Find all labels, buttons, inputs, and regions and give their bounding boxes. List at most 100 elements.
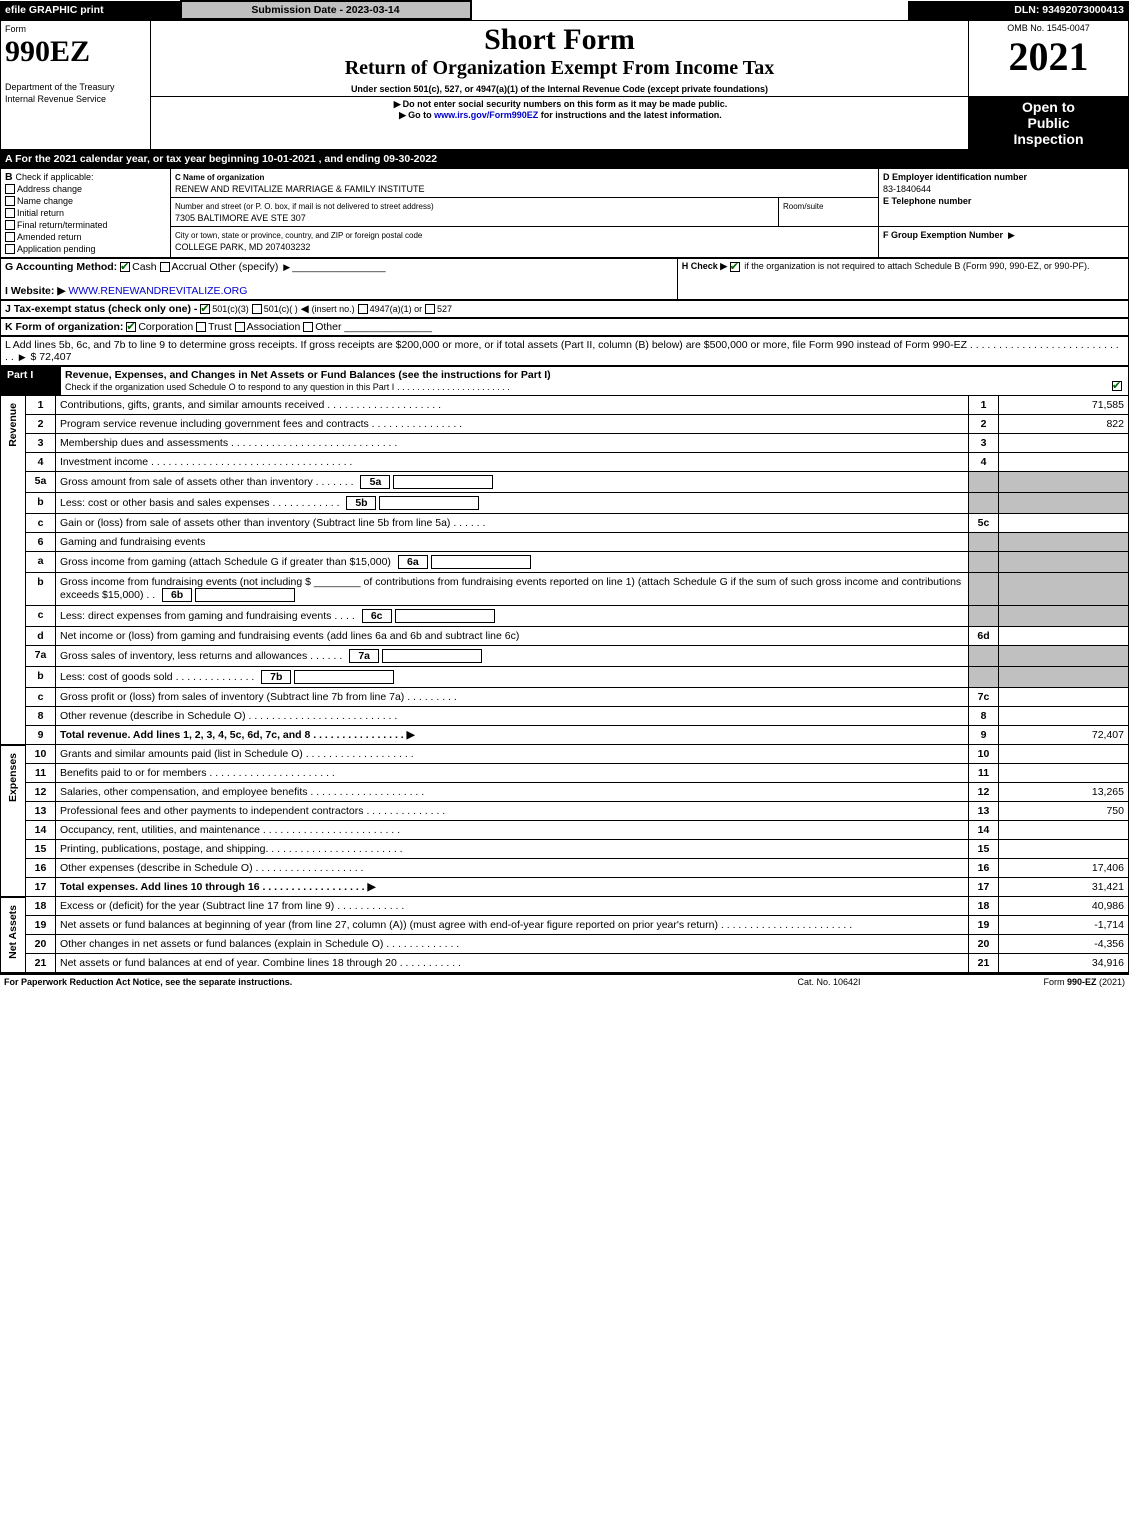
i-label: I Website: ▶ xyxy=(5,285,65,297)
cash-label: Cash xyxy=(132,261,157,273)
line-value xyxy=(999,514,1129,533)
line-text: Printing, publications, postage, and shi… xyxy=(56,840,969,859)
part1-check-line: Check if the organization used Schedule … xyxy=(65,382,394,392)
c-label: C Name of organization xyxy=(175,173,264,182)
room-label: Room/suite xyxy=(783,202,823,211)
checkbox-cash[interactable] xyxy=(120,262,130,272)
addr-label: Number and street (or P. O. box, if mail… xyxy=(175,202,434,211)
netassets-side-label: Net Assets xyxy=(5,901,21,963)
line-value xyxy=(999,472,1129,493)
line-num: 16 xyxy=(26,859,56,878)
dln: DLN: 93492073000413 xyxy=(909,1,1129,19)
footer: For Paperwork Reduction Act Notice, see … xyxy=(0,973,1129,989)
checkbox-assoc[interactable] xyxy=(235,322,245,332)
rn: 12 xyxy=(969,783,999,802)
checkbox-amended-return[interactable] xyxy=(5,232,15,242)
arrow-icon xyxy=(392,99,403,109)
main-grid: Revenue 1 Contributions, gifts, grants, … xyxy=(0,396,1129,973)
line-num: 1 xyxy=(26,396,56,415)
checkbox-4947[interactable] xyxy=(358,304,368,314)
checkbox-other[interactable] xyxy=(303,322,313,332)
line-text: Less: cost of goods sold . . . . . . . .… xyxy=(56,667,969,688)
checkbox-527[interactable] xyxy=(425,304,435,314)
checkbox-501c[interactable] xyxy=(252,304,262,314)
line-value xyxy=(999,627,1129,646)
arrow-icon xyxy=(281,261,292,273)
website-link[interactable]: WWW.RENEWANDREVITALIZE.ORG xyxy=(68,285,247,297)
checkbox-501c3[interactable] xyxy=(200,304,210,314)
city: COLLEGE PARK, MD 207403232 xyxy=(175,242,310,252)
rn: 3 xyxy=(969,434,999,453)
line-value: 17,406 xyxy=(999,859,1129,878)
line-text: Less: direct expenses from gaming and fu… xyxy=(56,606,969,627)
checkbox-accrual[interactable] xyxy=(160,262,170,272)
h-text: if the organization is not required to a… xyxy=(744,261,1089,271)
line-value: -4,356 xyxy=(999,935,1129,954)
line-text: Benefits paid to or for members . . . . … xyxy=(56,764,969,783)
line-num: 15 xyxy=(26,840,56,859)
footer-left: For Paperwork Reduction Act Notice, see … xyxy=(0,974,729,989)
line-text: Occupancy, rent, utilities, and maintena… xyxy=(56,821,969,840)
line-num: 17 xyxy=(26,878,56,897)
section-bcd: B Check if applicable: Address change Na… xyxy=(0,168,1129,258)
inspection-line2: Public xyxy=(1027,115,1069,131)
checkbox-schedule-b[interactable] xyxy=(730,262,740,272)
line-value: 40,986 xyxy=(999,897,1129,916)
line-num: 2 xyxy=(26,415,56,434)
line-text: Total revenue. Add lines 1, 2, 3, 4, 5c,… xyxy=(56,726,969,745)
checkbox-name-change[interactable] xyxy=(5,196,15,206)
rn: 19 xyxy=(969,916,999,935)
line-num: 4 xyxy=(26,453,56,472)
line-num: 5a xyxy=(26,472,56,493)
rn: 6d xyxy=(969,627,999,646)
checkbox-application-pending[interactable] xyxy=(5,244,15,254)
submission-date: Submission Date - 2023-03-14 xyxy=(181,1,471,19)
expenses-side-label: Expenses xyxy=(5,749,21,806)
part1-dots: . . . . . . . . . . . . . . . . . . . . … xyxy=(397,382,510,392)
line-text: Gross income from gaming (attach Schedul… xyxy=(56,552,969,573)
line-num: 3 xyxy=(26,434,56,453)
line-num: a xyxy=(26,552,56,573)
line-num: 6 xyxy=(26,533,56,552)
rn: 14 xyxy=(969,821,999,840)
line-text: Salaries, other compensation, and employ… xyxy=(56,783,969,802)
accrual-label: Accrual xyxy=(172,261,207,273)
inspection-line1: Open to xyxy=(1022,99,1075,115)
line-text: Gross sales of inventory, less returns a… xyxy=(56,646,969,667)
rn: 2 xyxy=(969,415,999,434)
checkbox-corp[interactable] xyxy=(126,322,136,332)
line-num: 19 xyxy=(26,916,56,935)
checkbox-trust[interactable] xyxy=(196,322,206,332)
rn: 8 xyxy=(969,707,999,726)
irs-link[interactable]: www.irs.gov/Form990EZ xyxy=(434,110,538,120)
d-label: D Employer identification number xyxy=(883,172,1027,182)
short-form-title: Short Form xyxy=(155,23,964,57)
checkbox-address-change[interactable] xyxy=(5,184,15,194)
line-value: 34,916 xyxy=(999,954,1129,973)
section-a-text: A For the 2021 calendar year, or tax yea… xyxy=(1,151,1129,168)
section-a: A For the 2021 calendar year, or tax yea… xyxy=(0,150,1129,168)
part1-label: Part I xyxy=(1,367,61,396)
opt-amended-return: Amended return xyxy=(17,232,82,242)
top-bar: efile GRAPHIC print Submission Date - 20… xyxy=(0,0,1129,20)
revenue-side-label: Revenue xyxy=(5,399,21,451)
line-num: d xyxy=(26,627,56,646)
line-text: Gaming and fundraising events xyxy=(56,533,969,552)
line-text: Other changes in net assets or fund bala… xyxy=(56,935,969,954)
line-num: c xyxy=(26,688,56,707)
rn: 9 xyxy=(969,726,999,745)
line-text: Net income or (loss) from gaming and fun… xyxy=(56,627,969,646)
subtitle: Under section 501(c), 527, or 4947(a)(1)… xyxy=(155,84,964,94)
checkbox-part1-schedule-o[interactable] xyxy=(1112,381,1122,391)
k-label: K Form of organization: xyxy=(5,321,123,333)
line-num: 12 xyxy=(26,783,56,802)
checkbox-initial-return[interactable] xyxy=(5,208,15,218)
form-word: Form xyxy=(5,24,26,34)
line-num: 14 xyxy=(26,821,56,840)
rn: 18 xyxy=(969,897,999,916)
b-label: B xyxy=(5,171,13,183)
checkbox-final-return[interactable] xyxy=(5,220,15,230)
footer-mid: Cat. No. 10642I xyxy=(729,974,929,989)
line-text: Excess or (deficit) for the year (Subtra… xyxy=(56,897,969,916)
rn: 15 xyxy=(969,840,999,859)
